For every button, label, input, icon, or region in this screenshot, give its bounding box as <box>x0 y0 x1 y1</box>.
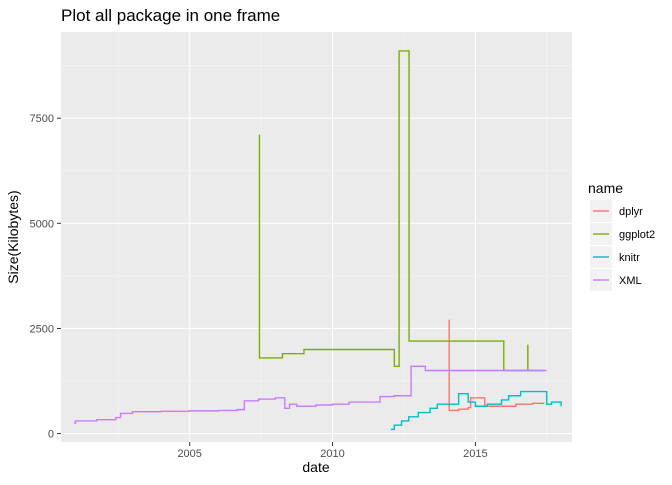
y-axis-label: Size(Kilobytes) <box>5 190 21 283</box>
y-tick-label: 5000 <box>30 218 54 230</box>
legend-title: name <box>588 180 623 196</box>
series-line-dplyr <box>448 319 545 412</box>
legend-label-xml: XML <box>619 275 642 287</box>
x-axis: 2005 2010 2015 <box>177 442 488 460</box>
y-tick-label: 0 <box>48 429 54 441</box>
x-tick-label: 2010 <box>320 448 344 460</box>
series-line-knitr <box>390 390 562 431</box>
y-axis: 0 2500 5000 7500 <box>30 113 61 441</box>
legend-label-knitr: knitr <box>619 252 640 264</box>
legend: name dplyr ggplot2 knitr XML <box>588 180 655 291</box>
x-tick-label: 2015 <box>463 448 487 460</box>
legend-label-dplyr: dplyr <box>619 206 643 218</box>
chart-title: Plot all package in one frame <box>61 6 280 25</box>
legend-label-ggplot2: ggplot2 <box>619 229 655 241</box>
series-line-ggplot2 <box>258 50 545 372</box>
y-tick-label: 7500 <box>30 113 54 125</box>
y-tick-label: 2500 <box>30 323 54 335</box>
x-tick-label: 2005 <box>177 448 201 460</box>
series-line-xml <box>74 365 547 424</box>
series-lines <box>74 50 562 431</box>
grid-lines <box>61 32 572 442</box>
plot-panel <box>61 32 572 442</box>
x-axis-label: date <box>302 459 329 475</box>
